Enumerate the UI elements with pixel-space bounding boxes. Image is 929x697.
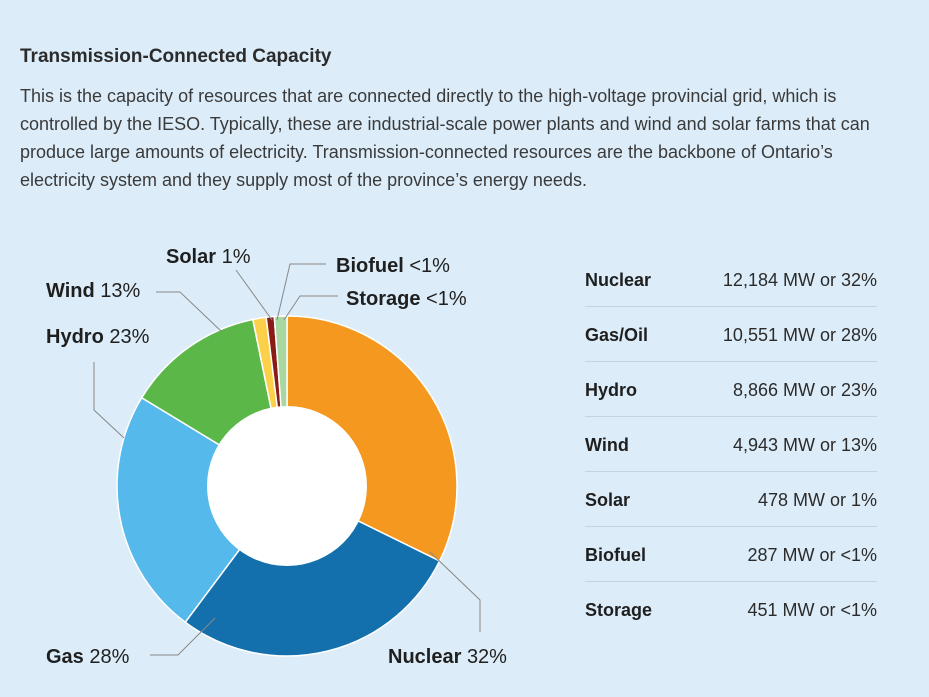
slice-label-gas: Gas 28% <box>46 646 130 668</box>
table-row-storage: Storage 451 MW or <1% <box>585 582 877 637</box>
slice-label-storage: Storage <1% <box>346 288 467 310</box>
slice-label-wind: Wind 13% <box>46 280 140 302</box>
table-row-name: Gas/Oil <box>585 324 649 345</box>
table-row-hydro: Hydro 8,866 MW or 23% <box>585 362 877 417</box>
table-row-name: Nuclear <box>585 269 652 290</box>
leader-line-gas <box>150 617 216 656</box>
table-row-value: 8,866 MW or 23% <box>732 379 877 400</box>
table-row-value: 12,184 MW or 32% <box>722 269 877 290</box>
slice-label-solar: Solar 1% <box>166 246 251 268</box>
table-row-value: 451 MW or <1% <box>747 600 877 620</box>
table-row-name: Biofuel <box>585 544 646 565</box>
slice-hydro <box>116 396 289 624</box>
table-row-name: Storage <box>585 600 653 620</box>
slice-label-hydro: Hydro 23% <box>46 326 150 348</box>
capacity-donut-chart: Nuclear 32% Gas 28% Hydro 23% Wind 13% Solar… <box>46 246 507 668</box>
slice-label-nuclear: Nuclear 32% <box>388 646 507 668</box>
leader-line-hydro <box>93 362 125 439</box>
leader-line-wind <box>156 291 223 333</box>
intro-paragraph: This is the capacity of resources that a… <box>20 86 870 190</box>
table-row-wind: Wind 4,943 MW or 13% <box>585 417 877 472</box>
table-row-value: 478 MW or 1% <box>757 489 877 510</box>
donut-hole <box>207 406 367 566</box>
slice-gas <box>184 485 441 657</box>
table-row-value: 287 MW or <1% <box>747 544 877 565</box>
table-row-name: Solar <box>585 489 631 510</box>
table-row-biofuel: Biofuel 287 MW or <1% <box>585 527 877 582</box>
leader-line-storage <box>283 295 338 321</box>
slice-label-biofuel: Biofuel <1% <box>336 255 450 277</box>
section-title: Transmission-Connected Capacity <box>20 46 332 67</box>
table-row-value: 4,943 MW or 13% <box>732 434 877 455</box>
table-row-gas-oil: Gas/Oil 10,551 MW or 28% <box>585 307 877 362</box>
table-row-nuclear: Nuclear 12,184 MW or 32% <box>585 252 877 307</box>
table-row-solar: Solar 478 MW or 1% <box>585 472 877 527</box>
leader-line-biofuel <box>276 263 326 321</box>
leader-line-solar <box>235 269 273 321</box>
table-row-value: 10,551 MW or 28% <box>722 324 877 345</box>
leader-line-nuclear <box>429 551 481 632</box>
table-row-name: Wind <box>585 434 629 455</box>
capacity-table: Nuclear 12,184 MW or 32% Gas/Oil 10,551 … <box>585 252 877 637</box>
table-row-name: Hydro <box>585 379 638 400</box>
